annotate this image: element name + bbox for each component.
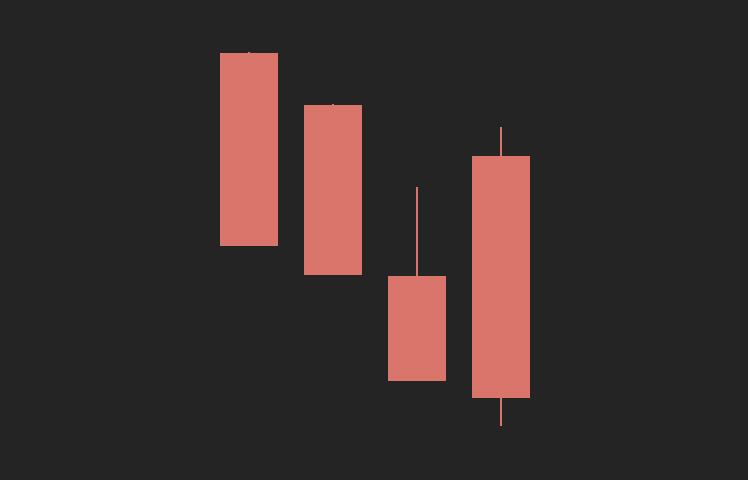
candle-2 (304, 104, 362, 275)
candle-body (388, 276, 446, 381)
candle-body (304, 105, 362, 275)
candle-4 (472, 127, 530, 426)
candle-1 (220, 52, 278, 246)
candle-body (220, 53, 278, 246)
candle-body (472, 156, 530, 398)
candle-3 (388, 187, 446, 381)
